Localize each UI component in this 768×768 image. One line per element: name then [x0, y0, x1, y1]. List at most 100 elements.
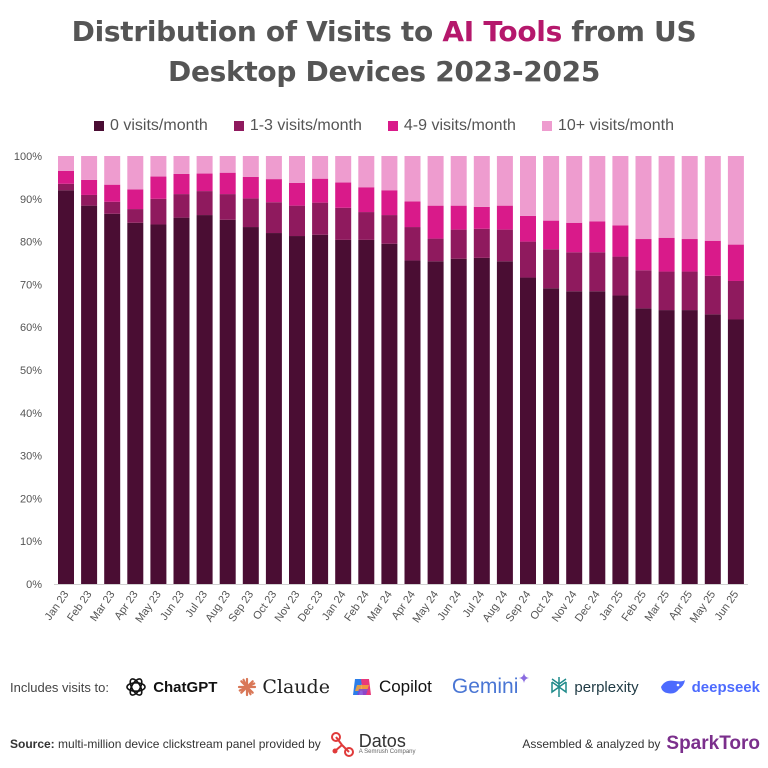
bar-segment-mar-23-s1 [104, 201, 121, 214]
bar-segment-mar-24-s0 [381, 243, 398, 584]
chart-title: Distribution of Visits to AI Tools from … [0, 12, 768, 92]
bar-segment-may-24-s1 [427, 238, 444, 262]
gemini-icon [519, 673, 530, 683]
bar-segment-aug-23-s0 [219, 219, 236, 584]
bar-segment-jul-24-s3 [473, 156, 490, 207]
bar-segment-feb-24-s2 [358, 187, 375, 213]
bar-segment-mar-23-s0 [104, 213, 121, 584]
legend-swatch [387, 121, 398, 131]
bar-segment-feb-23-s1 [81, 194, 98, 206]
bar-segment-nov-23-s2 [289, 182, 305, 206]
y-tick-label: 70% [20, 279, 42, 291]
bar-segment-may-23-s1 [150, 198, 167, 225]
bar-segment-jun-23-s2 [173, 173, 190, 195]
datos-subtitle: A Semrush Company [358, 749, 416, 755]
x-tick-label: Jun 24 [435, 589, 464, 623]
title-line-2: Desktop Devices 2023-2025 [168, 55, 600, 88]
bar-segment-may-24-s2 [427, 205, 444, 239]
bar-segment-aug-23-s1 [219, 194, 236, 220]
bar-segment-oct-24-s1 [543, 249, 560, 289]
bar-segment-jan-24-s0 [335, 239, 352, 584]
bar-segment-oct-24-s2 [543, 220, 560, 250]
bar-segment-sep-24-s3 [520, 156, 536, 216]
bar-segment-mar-23-s2 [104, 184, 121, 202]
y-tick-label: 60% [20, 322, 42, 334]
bar-segment-jan-24-s1 [335, 207, 352, 240]
bar-segment-nov-23-s3 [289, 156, 305, 183]
x-tick-label: Mar 24 [365, 589, 394, 624]
bar-segment-feb-25-s0 [635, 308, 652, 584]
chart-legend: 0 visits/month 1-3 visits/month 4-9 visi… [0, 116, 768, 136]
legend-swatch [94, 121, 105, 131]
bar-segment-dec-24-s0 [589, 291, 606, 584]
bar-segment-jan-23-s3 [58, 156, 74, 171]
stacked-bar-chart: 0%10%20%30%40%50%60%70%80%90%100%Jan 23F… [14, 151, 748, 625]
copilot-icon [350, 675, 374, 699]
bar-segment-dec-23-s2 [312, 178, 329, 203]
brand-name: perplexity [574, 678, 639, 696]
bar-segment-mar-24-s3 [381, 156, 398, 191]
bar-segment-apr-25-s2 [681, 239, 698, 272]
bar-segment-jul-24-s0 [473, 257, 490, 584]
bar-segment-dec-24-s1 [589, 252, 606, 292]
datos-text: Datos A Semrush Company [358, 732, 416, 755]
bar-segment-feb-25-s3 [635, 156, 652, 240]
bar-segment-jan-23-s0 [58, 190, 74, 585]
bar-segment-aug-23-s2 [219, 172, 236, 195]
legend-swatch [541, 121, 552, 131]
bar-segment-apr-23-s0 [127, 222, 144, 584]
y-tick-label: 100% [14, 151, 42, 163]
legend-item-0-visits: 0 visits/month [94, 116, 208, 136]
brand-gemini: Gemini [452, 673, 530, 699]
source-row: Source: multi-million device clickstream… [10, 730, 760, 758]
bar-segment-may-25-s1 [704, 275, 721, 315]
bar-segment-jul-24-s2 [473, 206, 490, 229]
bar-segment-nov-24-s3 [566, 156, 583, 223]
y-tick-label: 10% [20, 536, 42, 548]
bar-segment-feb-23-s2 [81, 179, 98, 195]
bar-segment-aug-24-s0 [496, 261, 513, 584]
bar-segment-apr-25-s0 [681, 310, 698, 584]
bar-segment-mar-23-s3 [104, 156, 121, 185]
bar-segment-oct-24-s3 [543, 156, 560, 221]
bar-segment-sep-24-s1 [520, 241, 536, 278]
bar-segment-oct-23-s1 [265, 202, 282, 234]
bar-segment-aug-24-s3 [496, 156, 513, 206]
datos-icon [329, 730, 355, 758]
bar-segment-jul-23-s3 [196, 156, 213, 174]
bar-segment-feb-24-s3 [358, 156, 375, 188]
title-accent: AI Tools [442, 15, 562, 48]
bar-segment-oct-24-s0 [543, 288, 560, 584]
bar-segment-mar-24-s2 [381, 190, 398, 216]
datos-logo: Datos A Semrush Company [329, 730, 416, 758]
bar-segment-dec-23-s1 [312, 202, 329, 235]
bar-segment-apr-24-s0 [404, 260, 421, 584]
legend-item-10-plus-visits: 10+ visits/month [541, 116, 674, 136]
y-tick-label: 20% [20, 493, 42, 505]
legend-label: 4-9 visits/month [403, 117, 516, 134]
bar-segment-apr-24-s3 [404, 156, 421, 202]
brand-name: Claude [262, 676, 330, 698]
title-line-1: Distribution of Visits to AI Tools from … [71, 15, 697, 48]
bar-segment-aug-24-s1 [496, 229, 513, 262]
brand-name: ChatGPT [153, 678, 218, 696]
bar-segment-nov-24-s0 [566, 291, 583, 584]
bar-segment-feb-23-s3 [81, 156, 98, 180]
legend-item-1-3-visits: 1-3 visits/month [233, 116, 362, 136]
bar-segment-jan-25-s0 [612, 295, 629, 584]
bar-segment-jul-23-s1 [196, 191, 213, 216]
x-tick-label: Mar 23 [88, 589, 117, 624]
bar-segment-jul-23-s0 [196, 215, 213, 584]
x-tick-label: Mar 25 [643, 589, 672, 624]
bar-segment-jan-23-s1 [58, 183, 74, 191]
bar-segment-jan-25-s2 [612, 225, 629, 257]
y-tick-label: 50% [20, 365, 42, 377]
bar-segment-jan-24-s3 [335, 156, 352, 183]
bar-segment-mar-25-s0 [658, 310, 675, 584]
bar-segment-may-24-s3 [427, 156, 444, 206]
source-text: multi-million device clickstream panel p… [54, 737, 321, 751]
x-tick-label: Jun 25 [713, 589, 742, 623]
deepseek-icon [659, 677, 687, 697]
bar-segment-may-23-s2 [150, 176, 167, 199]
brand-name: deepseek [691, 678, 760, 696]
